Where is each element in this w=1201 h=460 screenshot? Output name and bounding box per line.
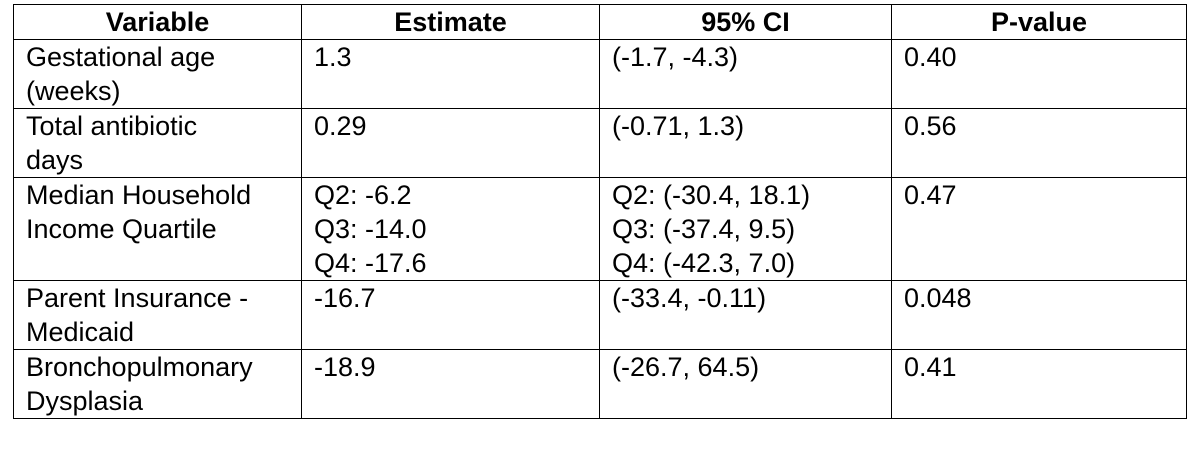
header-row: Variable Estimate 95% CI P-value [13,4,1187,40]
variable-line: Median Household [26,180,252,210]
variable-line: days [26,145,84,175]
estimate-line: -18.9 [314,352,376,382]
ci-line: Q4: (-42.3, 7.0) [612,248,796,278]
p-value-cell: 0.048 [891,280,1187,350]
ci-line: (-33.4, -0.11) [612,283,767,313]
estimate-line: Q2: -6.2 [314,180,412,210]
estimate-cell: -16.7 [301,280,600,350]
estimate-cell: Q2: -6.2 Q3: -14.0 Q4: -17.6 [301,177,600,281]
ci-cell: (-1.7, -4.3) [599,39,892,109]
estimate-line: Q4: -17.6 [314,248,427,278]
variable-line: Gestational age [26,42,216,72]
p-value-cell: 0.40 [891,39,1187,109]
ci-cell: Q2: (-30.4, 18.1) Q3: (-37.4, 9.5) Q4: (… [599,177,892,281]
estimate-line: 0.29 [314,111,367,141]
p-value-line: 0.048 [904,283,972,313]
variable-line: Total antibiotic [26,111,198,141]
p-value-line: 0.56 [904,111,957,141]
p-value-cell: 0.56 [891,108,1187,178]
ci-line: (-26.7, 64.5) [612,352,760,382]
ci-cell: (-0.71, 1.3) [599,108,892,178]
estimate-cell: -18.9 [301,349,600,419]
variable-line: Medicaid [26,317,135,347]
header-ci: 95% CI [599,4,892,40]
p-value-line: 0.41 [904,352,957,382]
p-value-line: 0.40 [904,42,957,72]
variable-line: Parent Insurance - [26,283,249,313]
variable-cell: Median Household Income Quartile [13,177,302,281]
variable-cell: Gestational age (weeks) [13,39,302,109]
estimate-line: 1.3 [314,42,352,72]
table-row: Median Household Income Quartile Q2: -6.… [13,177,1187,281]
estimate-line: Q3: -14.0 [314,214,427,244]
table-row: Total antibiotic days 0.29 (-0.71, 1.3) … [13,108,1187,178]
variable-line: Dysplasia [26,386,144,416]
estimate-cell: 1.3 [301,39,600,109]
p-value-line: 0.47 [904,180,957,210]
variable-line: Income Quartile [26,214,217,244]
estimate-line: -16.7 [314,283,376,313]
variable-cell: Total antibiotic days [13,108,302,178]
ci-cell: (-26.7, 64.5) [599,349,892,419]
variable-cell: Parent Insurance - Medicaid [13,280,302,350]
ci-line: (-1.7, -4.3) [612,42,739,72]
ci-line: (-0.71, 1.3) [612,111,745,141]
ci-line: Q2: (-30.4, 18.1) [612,180,811,210]
variable-line: Bronchopulmonary [26,352,253,382]
table-row: Gestational age (weeks) 1.3 (-1.7, -4.3)… [13,39,1187,109]
header-estimate: Estimate [301,4,600,40]
ci-line: Q3: (-37.4, 9.5) [612,214,796,244]
variable-line: (weeks) [26,76,121,106]
table-row: Bronchopulmonary Dysplasia -18.9 (-26.7,… [13,349,1187,419]
estimate-cell: 0.29 [301,108,600,178]
results-table: Variable Estimate 95% CI P-value Gestati… [13,4,1187,419]
p-value-cell: 0.47 [891,177,1187,281]
header-p-value: P-value [891,4,1187,40]
variable-cell: Bronchopulmonary Dysplasia [13,349,302,419]
table-row: Parent Insurance - Medicaid -16.7 (-33.4… [13,280,1187,350]
header-variable: Variable [13,4,302,40]
p-value-cell: 0.41 [891,349,1187,419]
ci-cell: (-33.4, -0.11) [599,280,892,350]
